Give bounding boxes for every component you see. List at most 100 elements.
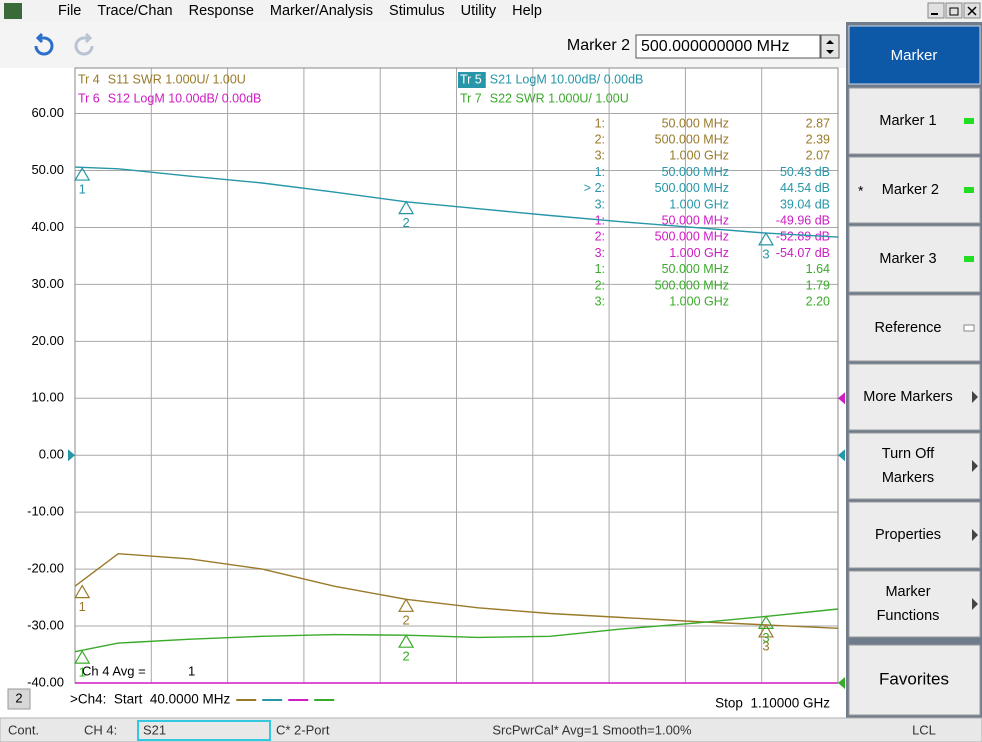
marker-stimulus: 1.000 GHz bbox=[669, 294, 729, 308]
soft-key[interactable] bbox=[848, 644, 981, 716]
soft-key[interactable] bbox=[848, 294, 981, 362]
marker-triangle bbox=[757, 231, 775, 246]
marker-triangle bbox=[398, 633, 415, 648]
marker-stimulus: 50.000 MHz bbox=[662, 116, 729, 130]
status-remote: LCL bbox=[912, 722, 936, 737]
marker-triangle bbox=[398, 598, 415, 612]
marker-response: 50.43 dB bbox=[780, 165, 830, 179]
soft-key[interactable] bbox=[848, 432, 981, 500]
menu-item[interactable]: Response bbox=[189, 3, 254, 19]
marker-stimulus: 50.000 MHz bbox=[662, 213, 729, 227]
soft-key-label: Turn Off bbox=[882, 446, 935, 462]
close-glyph bbox=[967, 6, 977, 16]
panel-title-button[interactable] bbox=[848, 25, 981, 85]
marker-stimulus: 1.000 GHz bbox=[669, 246, 729, 260]
trace-id-highlight bbox=[458, 72, 486, 88]
submenu-arrow bbox=[972, 529, 978, 541]
reference-arrow bbox=[68, 449, 75, 462]
marker-label: 1 bbox=[79, 181, 86, 196]
marker-triangle bbox=[757, 623, 775, 638]
marker-triangle bbox=[74, 649, 91, 664]
menu-item[interactable]: Marker/Analysis bbox=[270, 3, 373, 19]
undo-icon[interactable] bbox=[34, 32, 54, 56]
marker-label: 3 bbox=[762, 638, 769, 653]
soft-key-label: Markers bbox=[882, 470, 934, 486]
soft-key[interactable] bbox=[848, 225, 981, 293]
marker-stimulus: 50.000 MHz bbox=[662, 262, 729, 276]
marker-number: 1: bbox=[595, 165, 605, 179]
spin-arrows bbox=[826, 40, 834, 54]
marker-response: 2.87 bbox=[806, 116, 830, 130]
menu-item[interactable]: File bbox=[58, 3, 81, 19]
trace-line bbox=[74, 166, 839, 238]
stop-frequency: Stop 1.10000 GHz bbox=[715, 696, 830, 711]
soft-key-label: Marker bbox=[885, 584, 930, 600]
trace-id[interactable]: Tr 7 bbox=[460, 91, 482, 105]
trace-description: S11 SWR 1.000U/ 1.00U bbox=[108, 72, 246, 86]
y-tick-label: -10.00 bbox=[27, 504, 64, 519]
status-trace: S21 bbox=[143, 722, 166, 737]
marker-input[interactable]: 500.000000000 MHz bbox=[641, 38, 790, 55]
average-value: 1 bbox=[188, 663, 195, 678]
status-trace-box[interactable] bbox=[137, 720, 271, 741]
reference-arrow bbox=[838, 449, 845, 462]
marker-input-box[interactable] bbox=[635, 34, 821, 59]
trace-id[interactable]: Tr 6 bbox=[78, 91, 100, 105]
marker-label: 3 bbox=[762, 246, 769, 261]
window-number: 2 bbox=[15, 690, 22, 705]
soft-key-label: Properties bbox=[875, 527, 941, 543]
panel-title: Marker bbox=[891, 47, 938, 64]
soft-key[interactable] bbox=[848, 363, 981, 431]
restore-button[interactable] bbox=[945, 2, 963, 19]
marker-stimulus: 1.000 GHz bbox=[669, 197, 729, 211]
marker-triangle bbox=[757, 615, 775, 629]
soft-key[interactable] bbox=[848, 501, 981, 569]
y-tick-label: -20.00 bbox=[27, 561, 64, 576]
chart-area bbox=[0, 68, 846, 718]
marker-response: 2.39 bbox=[806, 132, 830, 146]
submenu-arrow bbox=[972, 460, 978, 472]
indicator-on bbox=[964, 118, 974, 124]
redo-icon[interactable] bbox=[74, 32, 94, 56]
marker-stimulus: 500.000 MHz bbox=[655, 132, 729, 146]
start-frequency: >Ch4: Start 40.0000 MHz bbox=[70, 692, 230, 707]
y-tick-label: 40.00 bbox=[31, 219, 64, 234]
marker-number: 3: bbox=[595, 149, 605, 163]
menu-item[interactable]: Trace/Chan bbox=[97, 3, 172, 19]
marker-label: 2 bbox=[402, 613, 409, 628]
marker-number: 3: bbox=[595, 246, 605, 260]
marker-number: 2: bbox=[595, 278, 605, 292]
indicator-off bbox=[963, 324, 975, 332]
window-number-box[interactable] bbox=[7, 688, 31, 710]
soft-key[interactable] bbox=[848, 156, 981, 224]
status-channel: CH 4: bbox=[84, 722, 117, 737]
marker-number: 3: bbox=[595, 294, 605, 308]
marker-field-label: Marker 2 bbox=[567, 37, 630, 54]
trace-description: S22 SWR 1.000U/ 1.00U bbox=[490, 91, 629, 105]
minimize-button[interactable] bbox=[927, 2, 945, 19]
menu-item[interactable]: Stimulus bbox=[389, 3, 445, 19]
soft-key-label: Marker 2 bbox=[882, 182, 939, 198]
reference-arrow bbox=[838, 677, 845, 689]
trace-description: S12 LogM 10.00dB/ 0.00dB bbox=[108, 91, 262, 105]
marker-response: 44.54 dB bbox=[780, 181, 830, 195]
marker-response: -52.89 dB bbox=[776, 230, 830, 244]
marker-stimulus: 500.000 MHz bbox=[655, 230, 729, 244]
marker-response: 1.64 bbox=[806, 262, 830, 276]
marker-number: 2: bbox=[595, 230, 605, 244]
marker-triangle bbox=[398, 200, 415, 215]
trace-id[interactable]: Tr 4 bbox=[78, 72, 100, 86]
soft-key[interactable] bbox=[848, 570, 981, 638]
soft-key[interactable] bbox=[848, 87, 981, 155]
menu-item[interactable]: Utility bbox=[461, 3, 497, 19]
marker-stimulus: 500.000 MHz bbox=[655, 278, 729, 292]
y-tick-label: 50.00 bbox=[31, 162, 64, 177]
y-tick-label: -30.00 bbox=[27, 617, 64, 632]
menu-item[interactable]: Help bbox=[512, 3, 542, 19]
trace-id[interactable]: Tr 5 bbox=[460, 72, 482, 86]
marker-response: 39.04 dB bbox=[780, 197, 830, 211]
menu-bar bbox=[0, 0, 982, 22]
spin-button[interactable] bbox=[820, 34, 840, 59]
soft-key-label: Favorites bbox=[879, 669, 949, 688]
